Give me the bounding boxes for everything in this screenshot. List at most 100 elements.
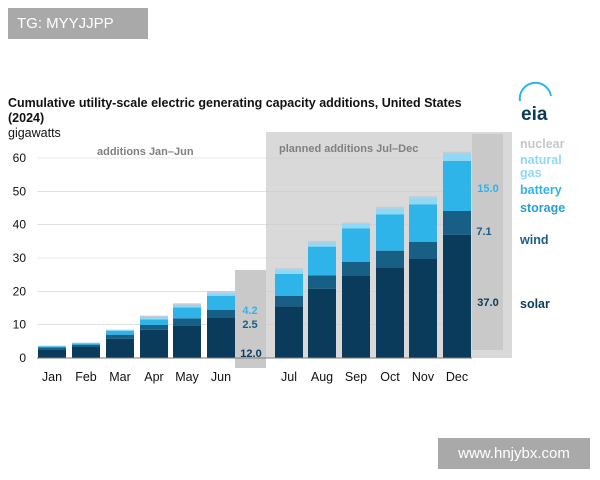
bar-dec-wind — [443, 211, 471, 235]
eia-logo-text: eia — [521, 104, 548, 125]
bar-mar-battery-storage — [106, 331, 134, 335]
legend-label: natural — [520, 153, 562, 167]
jun-wind-label: 2.5 — [242, 319, 257, 331]
bar-feb-wind — [72, 344, 100, 347]
dec-battery-label: 15.0 — [477, 183, 498, 195]
jun-solar-label: 12.0 — [240, 348, 261, 360]
bar-mar-solar — [106, 338, 134, 358]
legend-label: solar — [520, 297, 550, 311]
bar-sep-battery-storage — [342, 228, 370, 262]
x-tick-label: Dec — [446, 370, 468, 384]
bar-nov-solar — [409, 259, 437, 358]
legend-label: battery — [520, 183, 562, 197]
bar-jul-natural-gas — [275, 269, 303, 274]
x-tick-label: Nov — [412, 370, 435, 384]
y-tick-label: 40 — [13, 218, 27, 232]
bar-apr-battery-storage — [140, 319, 168, 325]
bar-may-natural-gas — [173, 305, 201, 308]
bar-aug-nuclear — [308, 240, 336, 243]
y-tick-label: 0 — [19, 351, 26, 365]
x-tick-label: Sep — [345, 370, 367, 384]
dec-wind-label: 7.1 — [476, 226, 491, 238]
bar-feb-battery-storage — [72, 343, 100, 345]
bar-jun-wind — [207, 309, 235, 318]
jun-battery-label: 4.2 — [242, 305, 257, 317]
bar-jan-solar — [38, 349, 66, 358]
bar-aug-solar — [308, 288, 336, 358]
y-tick-label: 50 — [13, 184, 27, 198]
bar-aug-natural-gas — [308, 242, 336, 247]
bar-oct-solar — [376, 267, 404, 358]
bar-sep-wind — [342, 262, 370, 276]
bar-jul-wind — [275, 296, 303, 307]
bar-jul-nuclear — [275, 268, 303, 270]
x-axis-ticks: Jan Feb Mar Apr May Jun Jul Aug Sep Oct Nov Dec — [42, 370, 468, 384]
jun-value-box — [235, 270, 266, 368]
bar-may-wind — [173, 318, 201, 326]
watermark-tag: TG: MYYJJPP — [8, 8, 148, 39]
x-tick-label: Jan — [42, 370, 62, 384]
legend-label: nuclear — [520, 137, 565, 151]
bar-nov-natural-gas — [409, 197, 437, 205]
x-tick-label: May — [175, 370, 199, 384]
bar-may-battery-storage — [173, 307, 201, 319]
bar-dec-natural-gas — [443, 153, 471, 161]
x-tick-label: Mar — [109, 370, 131, 384]
bar-jul-battery-storage — [275, 274, 303, 296]
bar-jan-wind — [38, 347, 66, 350]
bar-jun-battery-storage — [207, 295, 235, 310]
watermark-url: www.hnjybx.com — [438, 438, 590, 469]
bar-jun-natural-gas — [207, 292, 235, 296]
bar-oct-battery-storage — [376, 214, 404, 251]
y-axis-label: gigawatts — [8, 126, 61, 140]
bar-jun-nuclear — [207, 291, 235, 293]
stacked-bars — [38, 151, 471, 358]
bar-jun-solar — [207, 318, 235, 358]
y-tick-label: 20 — [13, 284, 27, 298]
bar-aug-battery-storage — [308, 246, 336, 276]
legend-label: storage — [520, 201, 565, 215]
bar-oct-nuclear — [376, 206, 404, 209]
bar-may-nuclear — [173, 303, 201, 305]
legend-label: gas — [520, 166, 542, 180]
bar-jan-battery-storage — [38, 346, 66, 348]
bar-apr-solar — [140, 329, 168, 358]
bar-apr-natural-gas — [140, 317, 168, 320]
dec-solar-label: 37.0 — [477, 297, 498, 309]
planned-period-label: planned additions Jul–Dec — [279, 143, 418, 155]
bar-nov-nuclear — [409, 196, 437, 198]
y-tick-label: 30 — [13, 251, 27, 265]
x-tick-label: Apr — [144, 370, 163, 384]
y-tick-label: 10 — [13, 318, 27, 332]
dec-value-box — [472, 134, 503, 350]
bar-dec-nuclear — [443, 151, 471, 154]
bar-oct-natural-gas — [376, 208, 404, 215]
bar-dec-battery-storage — [443, 161, 471, 211]
bar-apr-nuclear — [140, 315, 168, 317]
y-axis-ticks: 0 10 20 30 40 50 60 — [13, 151, 27, 365]
bar-dec-solar — [443, 234, 471, 358]
x-tick-label: Aug — [311, 370, 333, 384]
legend-label: wind — [519, 233, 548, 247]
x-tick-label: Jun — [211, 370, 231, 384]
eia-logo: eia — [518, 81, 552, 125]
actual-period-label: additions Jan–Jun — [97, 146, 194, 158]
bar-nov-wind — [409, 242, 437, 259]
bar-jul-solar — [275, 306, 303, 358]
x-tick-label: Jul — [281, 370, 297, 384]
bar-feb-solar — [72, 347, 100, 358]
bar-aug-wind — [308, 275, 336, 289]
x-tick-label: Feb — [75, 370, 97, 384]
x-tick-label: Oct — [380, 370, 400, 384]
bar-apr-wind — [140, 325, 168, 330]
y-tick-label: 60 — [13, 151, 27, 165]
bar-jan-natural-gas — [38, 345, 66, 347]
bar-sep-nuclear — [342, 222, 370, 224]
bar-mar-wind — [106, 334, 134, 339]
bar-oct-wind — [376, 250, 404, 268]
bar-mar-natural-gas — [106, 329, 134, 331]
bar-feb-natural-gas — [72, 342, 100, 344]
bar-nov-battery-storage — [409, 204, 437, 242]
